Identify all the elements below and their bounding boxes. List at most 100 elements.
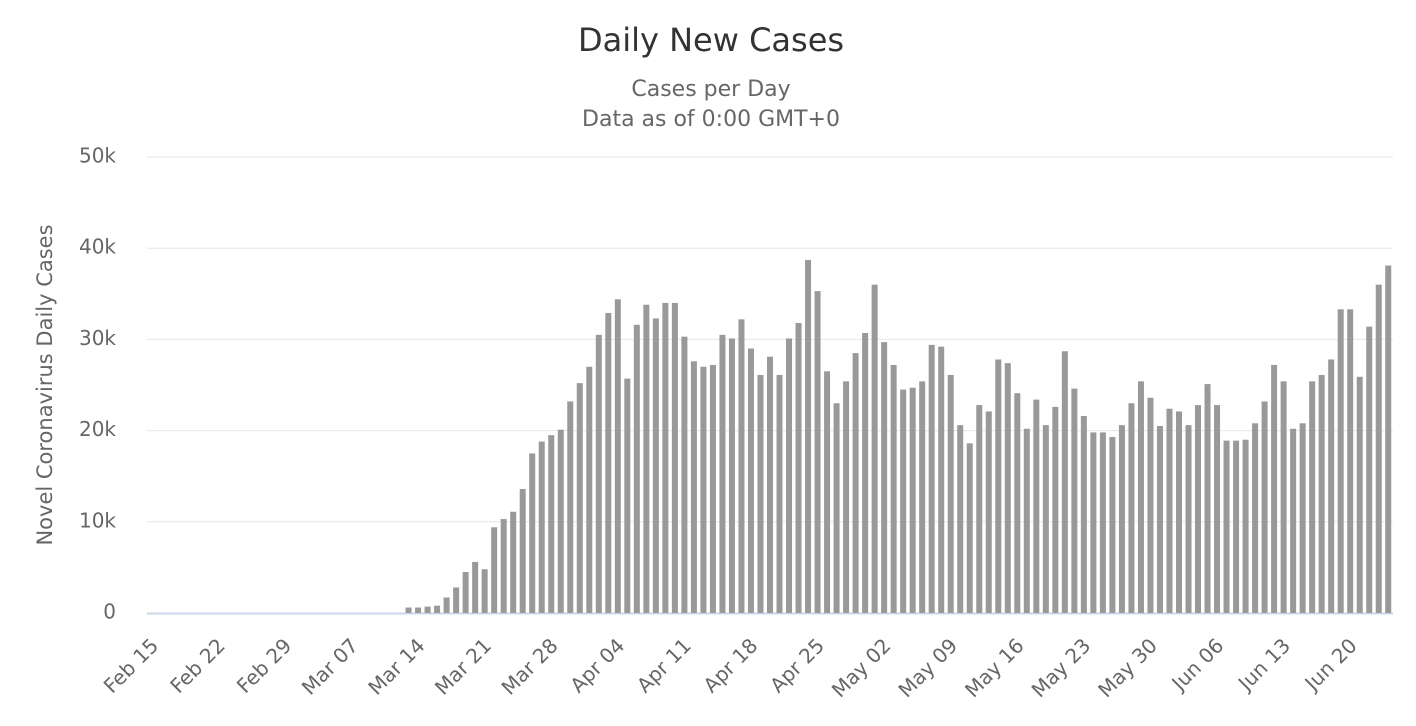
- bar: [1242, 439, 1249, 613]
- bar: [538, 441, 545, 613]
- bar: [700, 366, 707, 613]
- bar: [1280, 381, 1287, 613]
- bar: [529, 453, 536, 613]
- bar: [576, 383, 583, 613]
- bar: [1042, 425, 1049, 613]
- bar: [1195, 405, 1202, 613]
- bar: [690, 361, 697, 613]
- bar: [957, 425, 964, 613]
- bar: [871, 284, 878, 613]
- x-tick-label: May 30: [1093, 633, 1162, 702]
- y-tick-label: 40k: [79, 235, 116, 259]
- bar: [510, 511, 517, 613]
- bar: [595, 334, 602, 613]
- bar: [453, 587, 460, 613]
- x-tick-label: Jun 20: [1299, 633, 1362, 696]
- bar: [709, 364, 716, 613]
- bar: [738, 319, 745, 613]
- bar: [833, 403, 840, 613]
- bar: [671, 302, 678, 613]
- bar: [605, 312, 612, 613]
- bar: [890, 364, 897, 613]
- bar: [491, 527, 498, 613]
- bar: [472, 561, 479, 613]
- bar: [1014, 393, 1021, 613]
- bar: [1118, 425, 1125, 613]
- bar: [776, 374, 783, 613]
- bar: [1337, 309, 1344, 613]
- x-tick-label: May 23: [1027, 633, 1096, 702]
- bar: [415, 607, 422, 613]
- bar: [405, 607, 412, 613]
- y-tick-label: 20k: [79, 417, 116, 441]
- bar: [1033, 399, 1040, 613]
- bar: [462, 571, 469, 613]
- bar: [500, 519, 507, 613]
- bar: [1128, 403, 1135, 613]
- bar: [919, 381, 926, 613]
- bar: [557, 429, 564, 613]
- bar: [1052, 406, 1059, 613]
- x-tick-label: Jun 06: [1165, 633, 1228, 696]
- y-tick-label: 30k: [79, 326, 116, 350]
- bar: [1004, 363, 1011, 613]
- bar: [1166, 408, 1173, 613]
- bar: [966, 443, 973, 613]
- bar: [424, 606, 431, 613]
- bar: [1375, 284, 1382, 613]
- bar: [1233, 440, 1240, 613]
- bar: [938, 346, 945, 613]
- x-tick-label: Apr 11: [632, 633, 696, 697]
- bar: [862, 333, 869, 613]
- x-tick-label: Feb 15: [99, 633, 164, 698]
- bar: [928, 344, 935, 613]
- x-tick-label: Jun 13: [1232, 633, 1295, 696]
- bar: [805, 260, 812, 613]
- bar: [814, 291, 821, 613]
- x-tick-label: Apr 25: [765, 633, 829, 697]
- bar: [795, 322, 802, 613]
- bar: [681, 336, 688, 613]
- chart-subtitle: Data as of 0:00 GMT+0: [582, 107, 840, 132]
- x-tick-label: Mar 28: [497, 633, 563, 699]
- bar: [824, 371, 831, 613]
- bar: [1214, 405, 1221, 613]
- bar: [1071, 388, 1078, 613]
- bar: [909, 387, 916, 613]
- x-tick-label: Mar 14: [363, 633, 429, 699]
- bar: [719, 334, 726, 613]
- bar: [1223, 440, 1230, 613]
- bar: [747, 348, 754, 613]
- bar: [1147, 397, 1154, 613]
- bar: [662, 302, 669, 613]
- bar: [614, 299, 621, 613]
- x-tick-label: May 09: [893, 633, 962, 702]
- chart-title: Daily New Cases: [578, 21, 844, 59]
- x-tick-label: Mar 21: [430, 633, 496, 699]
- bar: [1261, 401, 1268, 613]
- bar: [1290, 428, 1297, 613]
- bar: [1271, 364, 1278, 613]
- bar: [843, 381, 850, 613]
- bar: [633, 324, 640, 613]
- bar: [519, 488, 526, 613]
- x-tick-label: May 16: [960, 633, 1029, 702]
- bar: [985, 411, 992, 613]
- bar: [434, 605, 441, 613]
- y-axis-label: Novel Coronavirus Daily Cases: [33, 224, 57, 545]
- bar: [1309, 381, 1316, 613]
- bar: [1356, 376, 1363, 613]
- bar: [1318, 374, 1325, 613]
- y-tick-label: 50k: [79, 144, 116, 168]
- x-tick-label: Feb 22: [165, 633, 230, 698]
- bar: [624, 378, 631, 613]
- bar: [767, 356, 773, 613]
- bar: [1137, 381, 1144, 613]
- bar: [567, 401, 574, 613]
- x-tick-label: Apr 18: [698, 633, 762, 697]
- x-tick-label: Mar 07: [297, 633, 363, 699]
- bar: [900, 389, 907, 613]
- bar: [852, 353, 859, 613]
